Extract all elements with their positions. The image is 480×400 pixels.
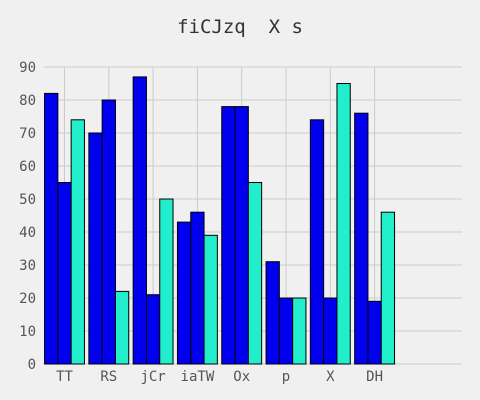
bar xyxy=(159,198,174,365)
y-tick-label: 50 xyxy=(19,192,36,208)
bar xyxy=(88,132,103,365)
bar xyxy=(176,221,192,365)
bar xyxy=(203,234,218,365)
y-tick-label: 20 xyxy=(19,291,36,307)
x-tick-label: Ox xyxy=(233,369,250,385)
y-tick-label: 80 xyxy=(19,93,36,109)
bar xyxy=(221,106,236,365)
bar xyxy=(114,290,130,365)
y-tick-label: 90 xyxy=(19,60,36,76)
bar xyxy=(292,297,307,365)
bar xyxy=(44,92,59,365)
bar xyxy=(309,119,325,365)
bar xyxy=(247,182,263,365)
x-tick-label: RS xyxy=(100,369,117,385)
bar xyxy=(190,211,205,365)
bar xyxy=(354,112,369,365)
y-tick-label: 40 xyxy=(19,225,36,241)
bar xyxy=(145,294,161,365)
bar xyxy=(265,261,280,365)
bar xyxy=(367,300,382,365)
bar xyxy=(132,76,147,365)
bar xyxy=(57,182,72,365)
y-tick-label: 10 xyxy=(19,324,36,340)
x-tick-label: TT xyxy=(56,369,73,385)
x-tick-label: p xyxy=(282,369,290,385)
bar xyxy=(234,106,249,365)
bar xyxy=(70,119,85,365)
bar xyxy=(336,83,351,365)
chart-title: fiCJzq X s xyxy=(177,16,303,38)
bar xyxy=(278,297,294,365)
y-tick-label: 30 xyxy=(19,258,36,274)
x-tick-label: DH xyxy=(366,369,383,385)
y-tick-label: 70 xyxy=(19,126,36,142)
y-tick-label: 0 xyxy=(28,357,36,373)
x-tick-label: X xyxy=(326,369,335,385)
bar xyxy=(380,211,396,365)
bar xyxy=(101,99,116,365)
x-tick-label: iaTW xyxy=(181,369,215,385)
bar xyxy=(323,297,338,365)
y-tick-label: 60 xyxy=(19,159,36,175)
x-tick-label: jCr xyxy=(140,369,165,385)
